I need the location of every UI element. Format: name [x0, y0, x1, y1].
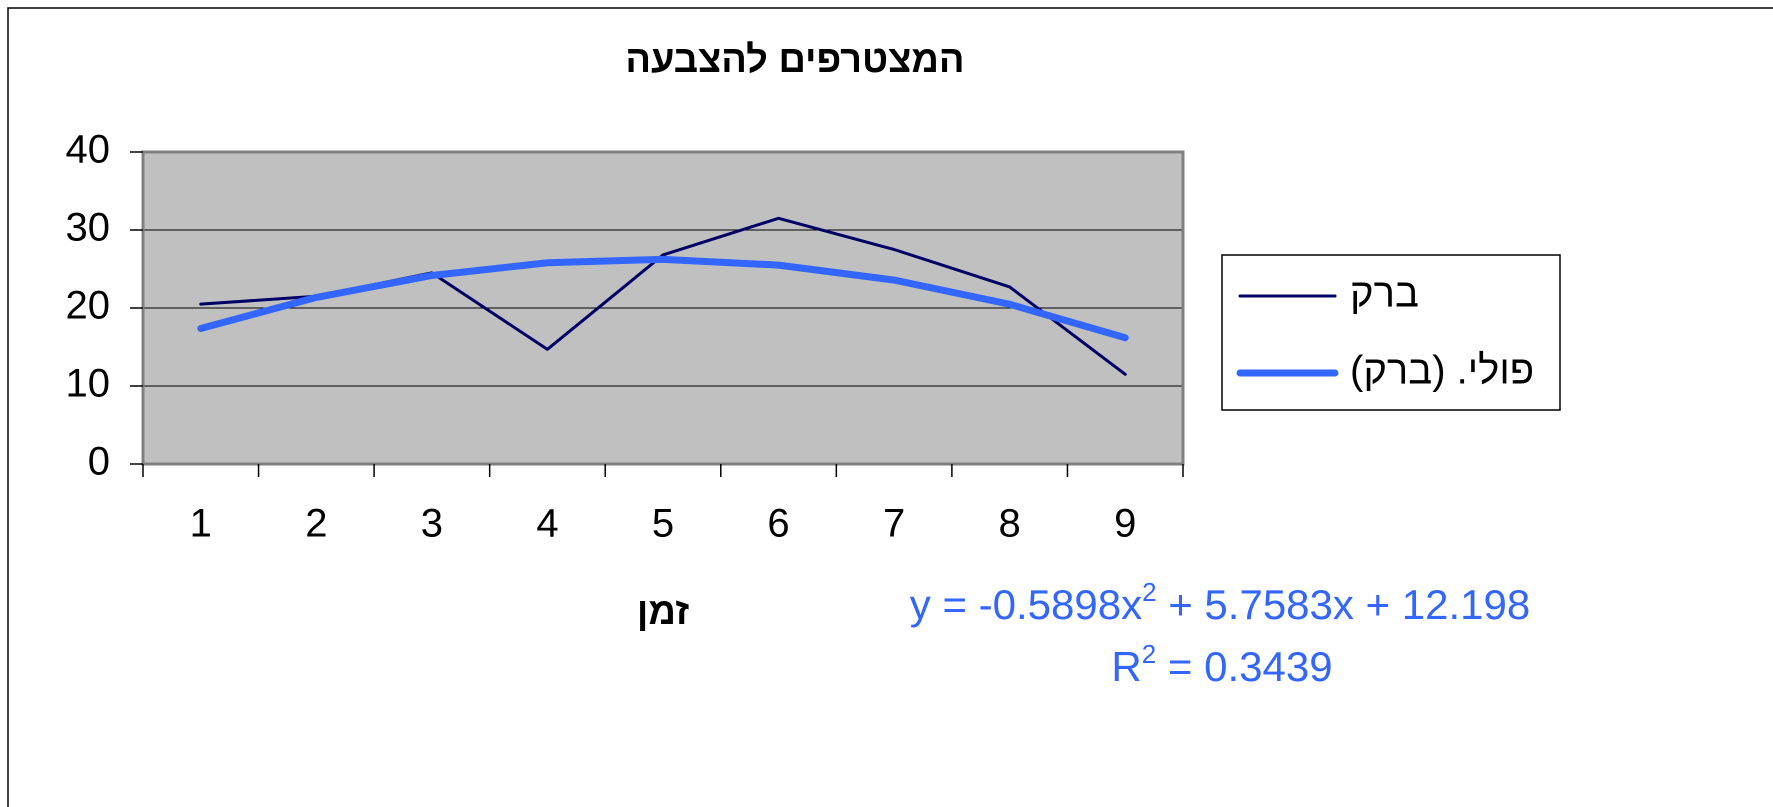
y-tick-label: 0	[88, 440, 110, 484]
x-tick-label: 7	[883, 502, 905, 546]
x-tick-label: 9	[1114, 502, 1136, 546]
x-tick-label: 6	[767, 502, 789, 546]
chart-title: המצטרפים להצבעה	[625, 39, 964, 81]
y-tick-label: 40	[66, 128, 111, 172]
x-tick-label: 5	[652, 502, 674, 546]
trendline	[197, 255, 1129, 342]
equation-exponent: 2	[1142, 577, 1156, 607]
x-tick-label: 8	[999, 502, 1021, 546]
r-squared-exponent: 2	[1142, 639, 1156, 669]
equation-part: y = -0.5898x	[910, 581, 1142, 628]
legend	[1221, 254, 1561, 411]
x-tick-label: 3	[421, 502, 443, 546]
x-tick-label: 2	[305, 502, 327, 546]
r-squared-part: R	[1111, 643, 1141, 690]
x-axis-label: זמן	[637, 591, 689, 633]
r-squared-part: = 0.3439	[1156, 643, 1332, 690]
y-tick-label: 30	[66, 206, 111, 250]
y-tick-label: 10	[66, 362, 111, 406]
x-tick-label: 1	[190, 502, 212, 546]
legend-label: פולי. (ברק)	[1350, 349, 1534, 393]
equation-part: + 5.7583x + 12.198	[1157, 581, 1531, 628]
y-tick-label: 20	[66, 284, 111, 328]
r-squared: R2 = 0.3439	[1111, 639, 1332, 690]
x-tick-label: 4	[536, 502, 558, 546]
trendline-equation: y = -0.5898x2 + 5.7583x + 12.198	[910, 577, 1530, 628]
legend-label: ברק	[1350, 272, 1419, 316]
